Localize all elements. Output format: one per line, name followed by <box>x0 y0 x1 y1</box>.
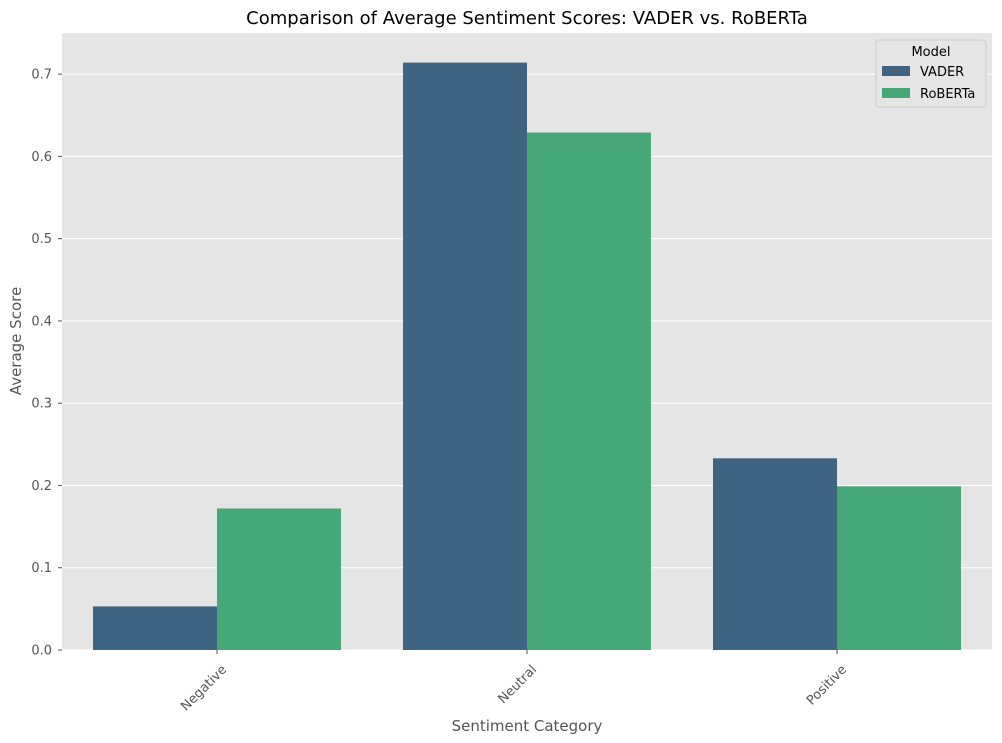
y-tick-label: 0.0 <box>31 644 52 659</box>
x-tick-label: Negative <box>178 662 230 714</box>
y-tick-label: 0.7 <box>31 68 52 83</box>
y-tick-label: 0.5 <box>31 232 52 247</box>
legend-swatch-vader <box>882 66 910 76</box>
bars <box>93 62 961 650</box>
bar-vader-neutral <box>403 62 527 650</box>
y-tick-label: 0.3 <box>31 397 52 412</box>
chart-title: Comparison of Average Sentiment Scores: … <box>246 8 808 29</box>
y-tick-labels: 0.0 0.1 0.2 0.3 0.4 0.5 0.6 0.7 <box>31 68 62 659</box>
legend-title: Model <box>911 45 950 60</box>
bar-roberta-positive <box>837 486 961 650</box>
x-tick-label: Neutral <box>496 662 541 707</box>
bar-roberta-neutral <box>527 132 651 650</box>
x-tick-labels: Negative Neutral Positive <box>178 650 850 714</box>
y-tick-label: 0.1 <box>31 561 52 576</box>
bar-vader-positive <box>713 458 837 650</box>
x-axis-label: Sentiment Category <box>452 717 603 735</box>
legend-swatch-roberta <box>882 88 910 98</box>
y-tick-label: 0.2 <box>31 479 52 494</box>
bar-vader-negative <box>93 606 217 650</box>
legend-label-roberta: RoBERTa <box>920 87 975 102</box>
y-axis-label: Average Score <box>7 287 25 395</box>
y-tick-label: 0.4 <box>31 314 52 329</box>
bar-roberta-negative <box>217 508 341 650</box>
legend-label-vader: VADER <box>920 65 964 80</box>
legend: Model VADER RoBERTa <box>875 39 987 108</box>
x-tick-label: Positive <box>804 662 850 708</box>
y-tick-label: 0.6 <box>31 150 52 165</box>
